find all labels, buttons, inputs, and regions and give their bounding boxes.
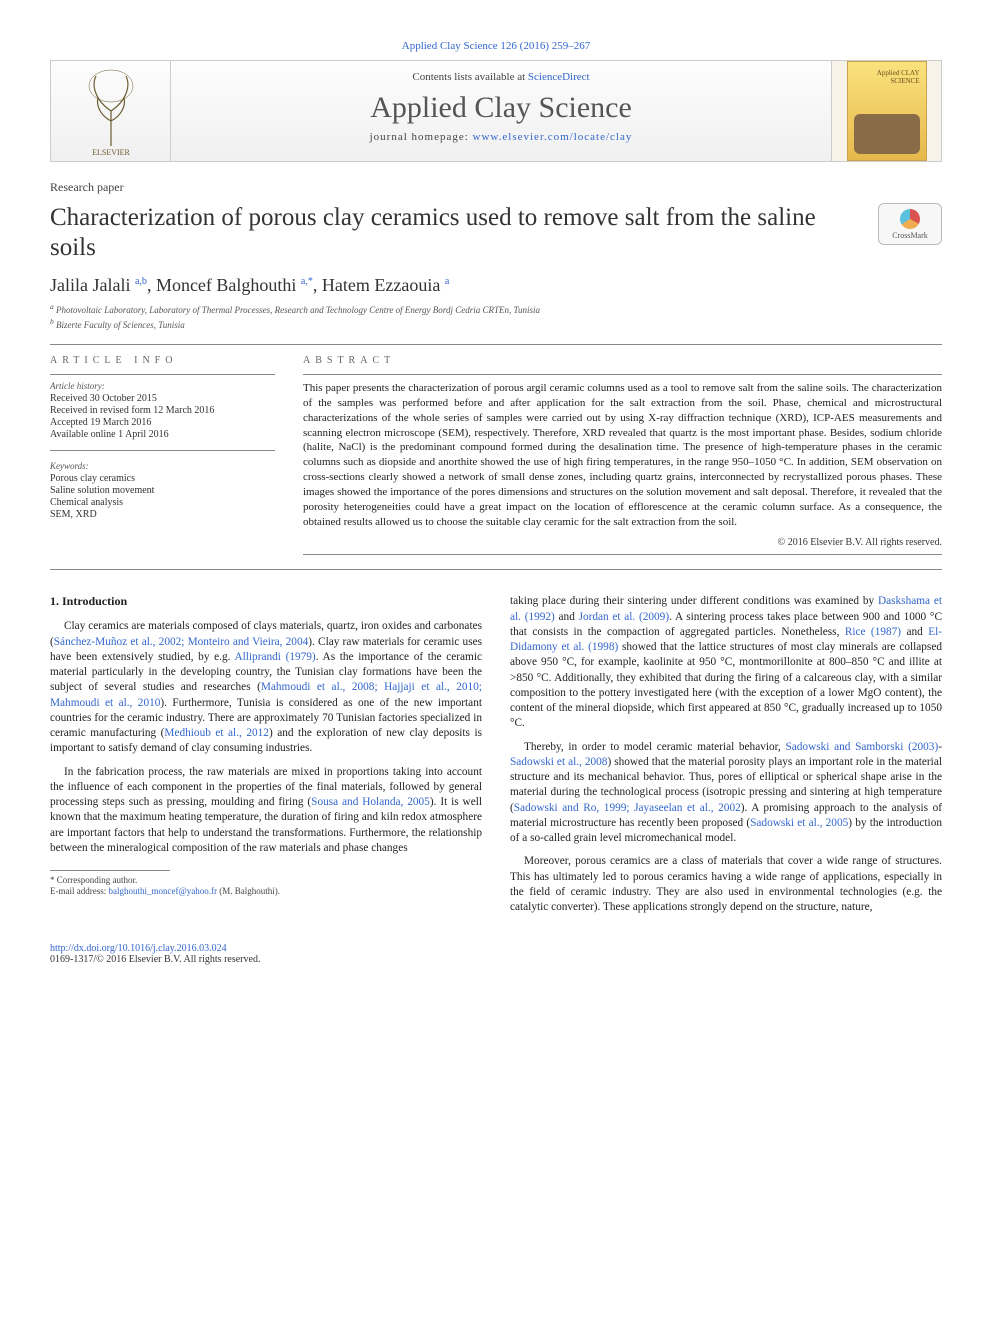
journal-cover: Applied CLAY SCIENCE	[831, 61, 941, 161]
keywords-head: Keywords:	[50, 461, 275, 471]
email-line: E-mail address: balghouthi_moncef@yahoo.…	[50, 886, 482, 896]
history-line: Received in revised form 12 March 2016	[50, 405, 275, 416]
article-info-head: ARTICLE INFO	[50, 355, 275, 366]
citation-link[interactable]: Sadowski et al., 2008	[510, 756, 607, 768]
journal-homepage: journal homepage: www.elsevier.com/locat…	[171, 131, 831, 143]
elsevier-tree-icon: ELSEVIER	[76, 66, 146, 156]
author-3[interactable]: Hatem Ezzaouia a	[322, 275, 449, 295]
authors: Jalila Jalali a,b, Moncef Balghouthi a,*…	[50, 275, 942, 296]
issn-line: 0169-1317/© 2016 Elsevier B.V. All right…	[50, 954, 260, 965]
crossmark-icon	[900, 209, 920, 229]
citation-link[interactable]: Alliprandi (1979)	[234, 651, 315, 663]
doi-link[interactable]: http://dx.doi.org/10.1016/j.clay.2016.03…	[50, 943, 260, 954]
top-citation[interactable]: Applied Clay Science 126 (2016) 259–267	[50, 40, 942, 52]
journal-banner: ELSEVIER Contents lists available at Sci…	[50, 60, 942, 162]
history-head: Article history:	[50, 381, 275, 391]
intro-para-1: Clay ceramics are materials composed of …	[50, 619, 482, 756]
intro-para-4: Thereby, in order to model ceramic mater…	[510, 740, 942, 847]
section-head-intro: 1. Introduction	[50, 594, 482, 609]
article-info: ARTICLE INFO Article history: Received 3…	[50, 355, 275, 555]
citation-link[interactable]: Sadowski and Samborski (2003)	[785, 741, 938, 753]
keyword: Saline solution movement	[50, 485, 275, 496]
article-title: Characterization of porous clay ceramics…	[50, 203, 840, 263]
citation-link[interactable]: Rice (1987)	[845, 626, 901, 638]
crossmark-badge[interactable]: CrossMark	[878, 203, 942, 245]
history-line: Received 30 October 2015	[50, 393, 275, 404]
cover-clay-image	[854, 114, 920, 154]
history-line: Accepted 19 March 2016	[50, 417, 275, 428]
citation-link[interactable]: Medhioub et al., 2012	[164, 727, 269, 739]
left-column: 1. Introduction Clay ceramics are materi…	[50, 594, 482, 923]
citation-link[interactable]: Sousa and Holanda, 2005	[311, 796, 430, 808]
contents-list-label: Contents lists available at ScienceDirec…	[171, 71, 831, 83]
author-2[interactable]: Moncef Balghouthi a,*	[156, 275, 313, 295]
homepage-url[interactable]: www.elsevier.com/locate/clay	[473, 131, 633, 143]
divider	[50, 569, 942, 570]
keyword: Chemical analysis	[50, 497, 275, 508]
abstract-head: ABSTRACT	[303, 355, 942, 366]
elsevier-logo: ELSEVIER	[51, 61, 171, 161]
homepage-prefix: journal homepage:	[370, 131, 473, 143]
right-column: taking place during their sintering unde…	[510, 594, 942, 923]
intro-para-2: In the fabrication process, the raw mate…	[50, 765, 482, 857]
abstract: ABSTRACT This paper presents the charact…	[303, 355, 942, 555]
divider	[50, 344, 942, 345]
abstract-text: This paper presents the characterization…	[303, 381, 942, 529]
affiliation-a: a Photovoltaic Laboratory, Laboratory of…	[50, 302, 942, 315]
sciencedirect-link[interactable]: ScienceDirect	[528, 71, 590, 83]
paper-type: Research paper	[50, 180, 942, 195]
citation-link[interactable]: Jordan et al. (2009)	[579, 611, 670, 623]
corr-author-note: * Corresponding author.	[50, 875, 482, 885]
affiliation-b: b Bizerte Faculty of Sciences, Tunisia	[50, 317, 942, 330]
journal-name: Applied Clay Science	[171, 91, 831, 125]
email-link[interactable]: balghouthi_moncef@yahoo.fr	[108, 886, 217, 896]
crossmark-label: CrossMark	[892, 231, 928, 240]
keyword: Porous clay ceramics	[50, 473, 275, 484]
intro-para-3: taking place during their sintering unde…	[510, 594, 942, 731]
citation-link[interactable]: Sadowski and Ro, 1999; Jayaseelan et al.…	[514, 802, 741, 814]
citation-link[interactable]: Sánchez-Muñoz et al., 2002; Monteiro and…	[54, 636, 309, 648]
cover-title: Applied CLAY SCIENCE	[848, 70, 920, 85]
author-1[interactable]: Jalila Jalali a,b	[50, 275, 147, 295]
citation-link[interactable]: Sadowski et al., 2005	[750, 817, 848, 829]
intro-para-5: Moreover, porous ceramics are a class of…	[510, 854, 942, 915]
contents-prefix: Contents lists available at	[412, 71, 527, 83]
abstract-copyright: © 2016 Elsevier B.V. All rights reserved…	[303, 537, 942, 548]
keyword: SEM, XRD	[50, 509, 275, 520]
history-line: Available online 1 April 2016	[50, 429, 275, 440]
svg-text:ELSEVIER: ELSEVIER	[92, 148, 130, 156]
